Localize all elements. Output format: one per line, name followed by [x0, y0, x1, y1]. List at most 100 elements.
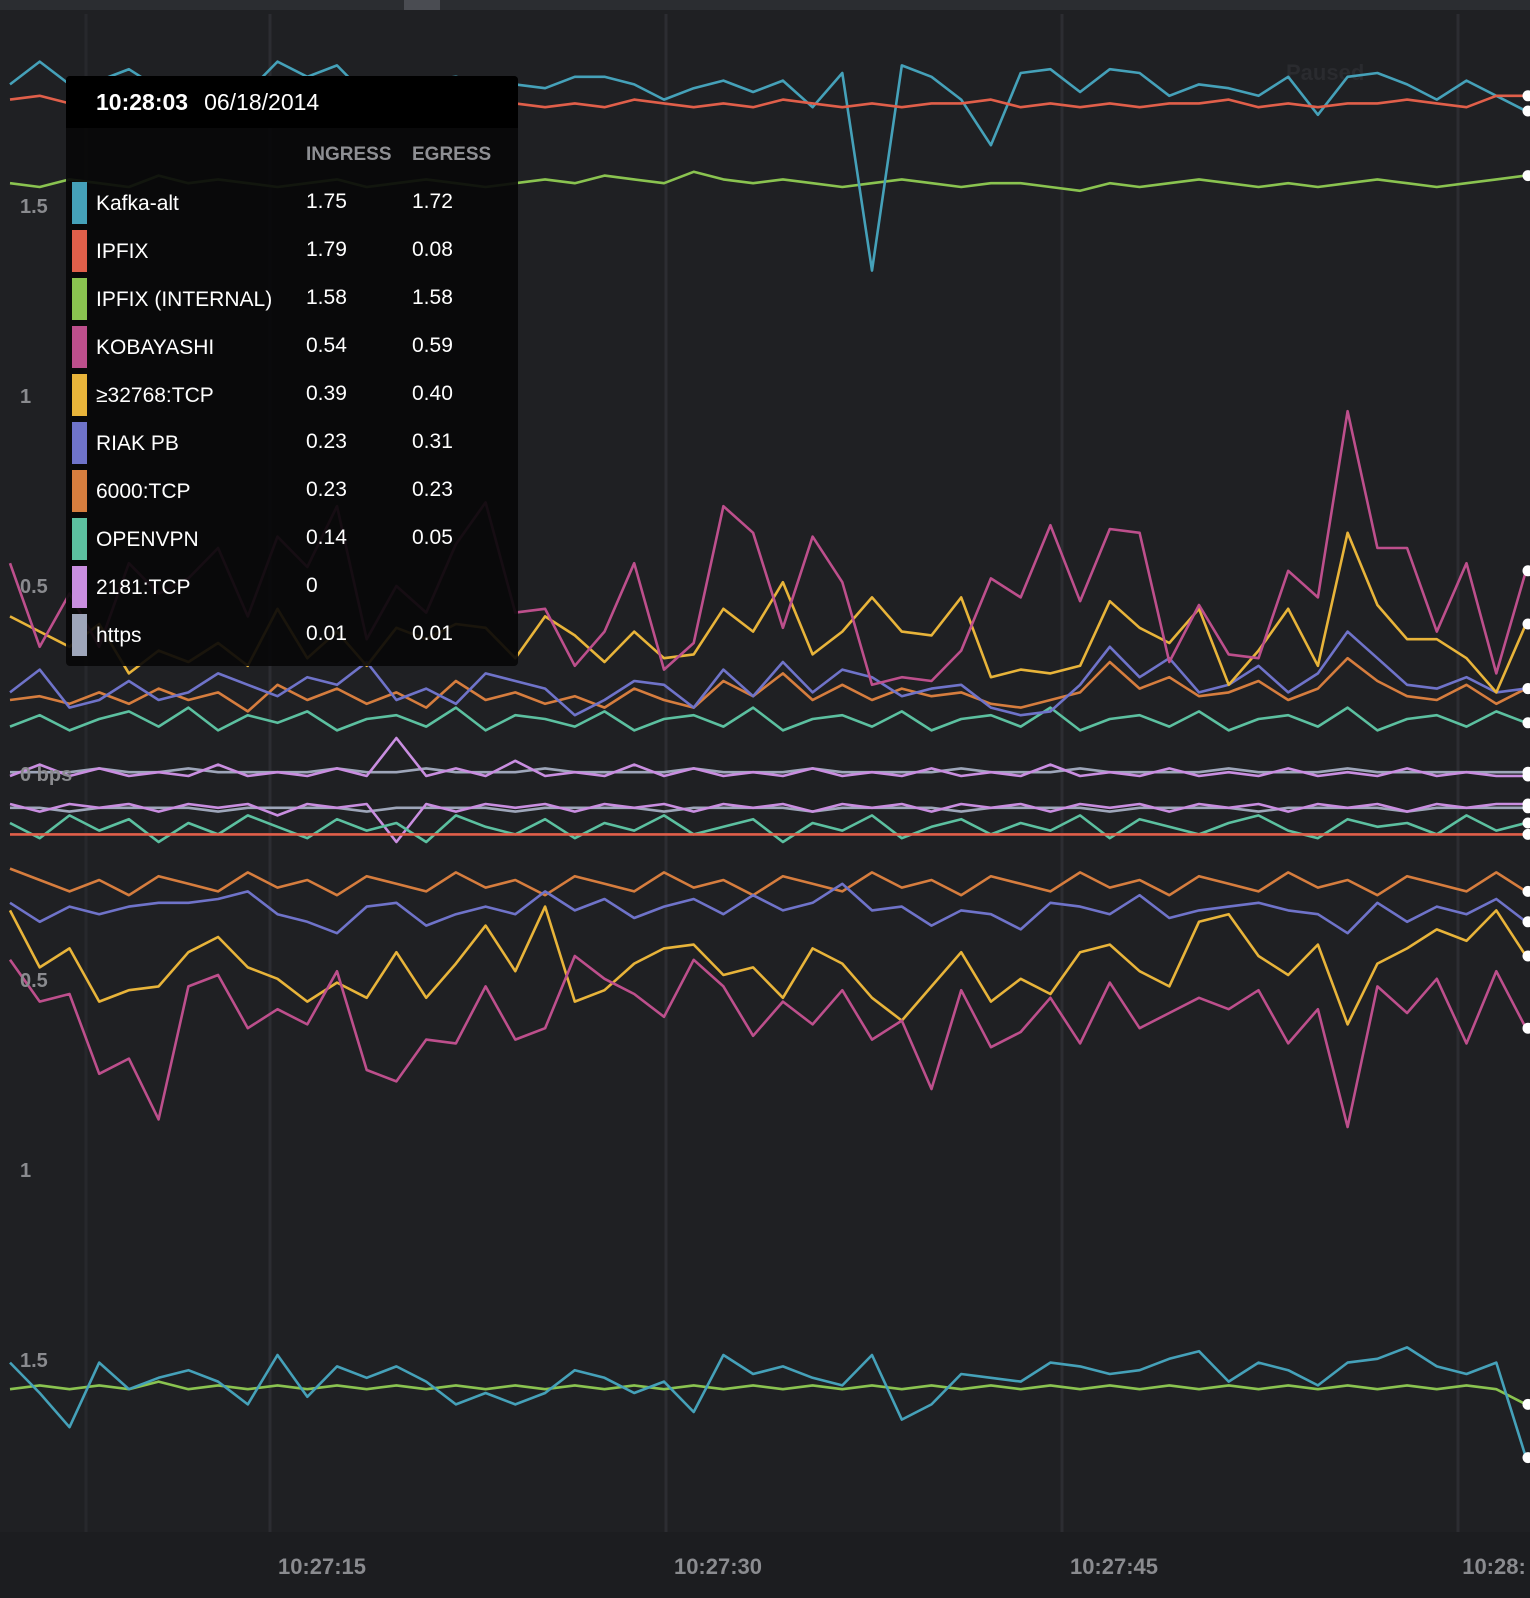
series-swatch	[72, 422, 87, 464]
series-line-egress-6000-tcp	[9, 867, 1527, 897]
endpoint-dot-ingress-ipfix	[1522, 90, 1530, 102]
ingress-value: 1.79	[306, 238, 347, 261]
endpoint-dot-egress-32768-tcp	[1522, 950, 1530, 962]
y-tick-label-egress: 1.5	[20, 1350, 48, 1372]
x-tick-label: 10:27:45	[1070, 1554, 1158, 1579]
series-name: 2181:TCP	[96, 576, 191, 599]
ingress-value: 0.01	[306, 622, 347, 645]
top-scrollbar-track[interactable]	[0, 0, 1530, 10]
y-tick-label-ingress: 1.5	[20, 196, 48, 218]
series-line-egress-openvpn	[9, 814, 1527, 844]
ingress-value: 0.54	[306, 334, 347, 357]
egress-value: 1.72	[412, 190, 453, 213]
endpoint-dot-egress-riak-pb	[1522, 916, 1530, 928]
series-line-egress-riak-pb	[9, 882, 1527, 935]
egress-value: 0.05	[412, 526, 453, 549]
tooltip-row: KOBAYASHI 0.54 0.59	[66, 322, 518, 370]
endpoint-dot-egress-2181-tcp	[1522, 798, 1530, 810]
egress-value: 0.23	[412, 478, 453, 501]
series-swatch	[72, 614, 87, 656]
series-swatch	[72, 278, 87, 320]
x-tick-label: 10:27:30	[674, 1554, 762, 1579]
series-name: RIAK PB	[96, 432, 179, 455]
tooltip-row: RIAK PB 0.23 0.31	[66, 418, 518, 466]
endpoint-dot-ingress-openvpn	[1522, 717, 1530, 729]
y-zero-label: 0 bps	[20, 764, 72, 786]
x-tick-label: 10:28:	[1462, 1554, 1526, 1579]
series-line-egress-kobayashi	[8, 954, 1528, 1129]
egress-value: 0.08	[412, 238, 453, 261]
tooltip-row: Kafka-alt 1.75 1.72	[66, 178, 518, 226]
ingress-value: 1.75	[306, 190, 347, 213]
series-line-egress-32768-tcp	[8, 905, 1528, 1026]
top-scrollbar-thumb[interactable]	[404, 0, 440, 10]
tooltip-row: 2181:TCP 0	[66, 562, 518, 610]
tooltip-row: IPFIX 1.79 0.08	[66, 226, 518, 274]
tooltip-row: 6000:TCP 0.23 0.23	[66, 466, 518, 514]
ingress-value: 0.23	[306, 478, 347, 501]
ingress-value: 0.39	[306, 382, 347, 405]
tooltip-date: 06/18/2014	[204, 88, 320, 115]
y-tick-label-ingress: 1	[20, 386, 31, 408]
endpoint-dot-egress-kafka-alt	[1522, 1452, 1530, 1464]
series-line-egress-ipfix-internal	[9, 1380, 1527, 1406]
endpoint-dot-egress-ipfix-internal	[1522, 1398, 1530, 1410]
endpoint-dot-ingress-2181-tcp	[1522, 770, 1530, 782]
series-name: 6000:TCP	[96, 480, 191, 503]
series-swatch	[72, 518, 87, 560]
ingress-value: 0.14	[306, 526, 347, 549]
series-line-egress-kafka-alt	[9, 1346, 1528, 1458]
series-line-ingress-riak-pb	[9, 630, 1527, 717]
paused-label: Paused	[1286, 60, 1364, 85]
x-tick-label: 10:27:15	[278, 1554, 366, 1579]
series-name: IPFIX (INTERNAL)	[96, 288, 273, 311]
series-name: ≥32768:TCP	[96, 384, 214, 407]
series-line-ingress-2181-tcp	[9, 736, 1526, 778]
series-line-ingress-openvpn	[9, 706, 1527, 732]
egress-value: 0.40	[412, 382, 453, 405]
y-tick-label-ingress: 0.5	[20, 576, 48, 598]
ingress-value: 0.23	[306, 430, 347, 453]
series-name: Kafka-alt	[96, 192, 179, 215]
series-swatch	[72, 374, 87, 416]
series-name: KOBAYASHI	[96, 336, 215, 359]
series-line-ingress-6000-tcp	[9, 656, 1527, 713]
y-tick-label-egress: 0.5	[20, 970, 48, 992]
egress-value: 1.58	[412, 286, 453, 309]
ingress-value: 0	[306, 574, 318, 597]
series-swatch	[72, 230, 87, 272]
series-swatch	[72, 566, 87, 608]
endpoint-dot-ingress-kobayashi	[1522, 565, 1530, 577]
endpoint-dot-egress-openvpn	[1522, 817, 1530, 829]
series-line-egress-2181-tcp	[9, 802, 1526, 844]
endpoint-dot-ingress-32768-tcp	[1522, 618, 1530, 630]
series-line-egress-https	[10, 806, 1526, 813]
bottom-axis-band	[0, 1532, 1530, 1598]
series-name: IPFIX	[96, 240, 149, 263]
endpoint-dot-ingress-ipfix-internal	[1522, 170, 1530, 182]
ingress-value: 1.58	[306, 286, 347, 309]
series-name: OPENVPN	[96, 528, 199, 551]
tooltip-row: https 0.01 0.01	[66, 610, 518, 658]
ingress-column-header: INGRESS	[306, 144, 392, 165]
series-name: https	[96, 624, 142, 647]
series-endpoints	[1522, 90, 1530, 1464]
egress-value: 0.01	[412, 622, 453, 645]
y-tick-label-egress: 1	[20, 1160, 31, 1182]
egress-column-header: EGRESS	[412, 144, 492, 165]
series-swatch	[72, 326, 87, 368]
tooltip-row: IPFIX (INTERNAL) 1.58 1.58	[66, 274, 518, 322]
series-swatch	[72, 470, 87, 512]
tooltip-header: 10:28:03 06/18/2014	[66, 76, 518, 128]
tooltip-row: ≥32768:TCP 0.39 0.40	[66, 370, 518, 418]
endpoint-dot-ingress-kafka-alt	[1522, 105, 1530, 117]
endpoint-dot-egress-ipfix	[1522, 828, 1530, 840]
egress-value: 0.59	[412, 334, 453, 357]
endpoint-dot-ingress-riak-pb	[1522, 683, 1530, 695]
endpoint-dot-egress-kobayashi	[1522, 1022, 1530, 1034]
tooltip-rows: Kafka-alt 1.75 1.72 IPFIX 1.79 0.08 IPFIX (INT…	[66, 178, 518, 658]
hover-tooltip: 10:28:03 06/18/2014 INGRESS EGRESS Kafka…	[66, 76, 518, 666]
series-swatch	[72, 182, 87, 224]
axis-labels: 1.5 1 0.5 0 bps 0.5 1 1.5 10:27:15 10:27:30 10:27…	[20, 196, 1526, 1579]
